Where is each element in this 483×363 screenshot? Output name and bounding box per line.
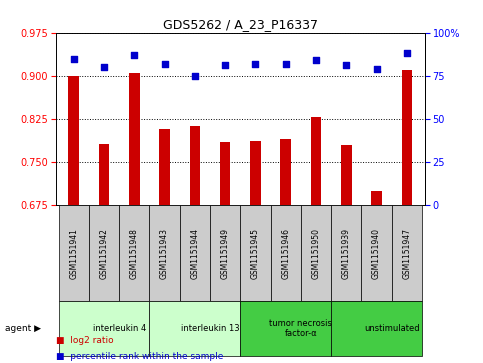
Bar <box>149 301 241 356</box>
Bar <box>270 205 301 301</box>
Bar <box>119 205 149 301</box>
Point <box>221 62 229 68</box>
Bar <box>89 205 119 301</box>
Bar <box>331 205 361 301</box>
Text: tumor necrosis
factor-α: tumor necrosis factor-α <box>270 319 332 338</box>
Text: GSM1151946: GSM1151946 <box>281 228 290 279</box>
Text: GSM1151945: GSM1151945 <box>251 228 260 279</box>
Point <box>342 62 350 68</box>
Point <box>161 61 169 67</box>
Bar <box>159 129 170 205</box>
Bar <box>361 205 392 301</box>
Bar <box>210 205 241 301</box>
Point <box>130 52 138 58</box>
Bar <box>69 76 79 205</box>
Point <box>403 50 411 56</box>
Bar <box>331 301 422 356</box>
Point <box>252 61 259 67</box>
Bar <box>99 144 109 205</box>
Text: agent ▶: agent ▶ <box>5 324 41 333</box>
Point <box>282 61 290 67</box>
Bar <box>189 126 200 205</box>
Bar <box>311 117 321 205</box>
Point <box>373 66 381 72</box>
Bar <box>281 139 291 205</box>
Text: ■  percentile rank within the sample: ■ percentile rank within the sample <box>56 352 223 361</box>
Text: GSM1151942: GSM1151942 <box>99 228 109 279</box>
Title: GDS5262 / A_23_P16337: GDS5262 / A_23_P16337 <box>163 19 318 32</box>
Bar <box>401 70 412 205</box>
Text: GSM1151944: GSM1151944 <box>190 228 199 279</box>
Bar <box>392 205 422 301</box>
Bar <box>241 301 331 356</box>
Point <box>191 73 199 79</box>
Bar <box>58 205 89 301</box>
Bar <box>301 205 331 301</box>
Text: GSM1151941: GSM1151941 <box>69 228 78 279</box>
Text: GSM1151940: GSM1151940 <box>372 228 381 279</box>
Text: GSM1151947: GSM1151947 <box>402 228 412 279</box>
Bar <box>58 301 149 356</box>
Point <box>312 57 320 63</box>
Bar <box>250 141 261 205</box>
Point <box>100 64 108 70</box>
Text: GSM1151949: GSM1151949 <box>221 228 229 279</box>
Bar <box>341 145 352 205</box>
Bar <box>180 205 210 301</box>
Text: ■  log2 ratio: ■ log2 ratio <box>56 336 113 345</box>
Text: interleukin 4: interleukin 4 <box>93 324 146 333</box>
Bar <box>241 205 270 301</box>
Bar <box>371 191 382 205</box>
Text: GSM1151943: GSM1151943 <box>160 228 169 279</box>
Bar <box>220 142 230 205</box>
Text: GSM1151939: GSM1151939 <box>342 228 351 279</box>
Bar <box>149 205 180 301</box>
Text: GSM1151948: GSM1151948 <box>130 228 139 279</box>
Text: unstimulated: unstimulated <box>364 324 420 333</box>
Bar <box>129 73 140 205</box>
Text: interleukin 13: interleukin 13 <box>181 324 239 333</box>
Text: GSM1151950: GSM1151950 <box>312 228 321 279</box>
Point <box>70 56 78 61</box>
